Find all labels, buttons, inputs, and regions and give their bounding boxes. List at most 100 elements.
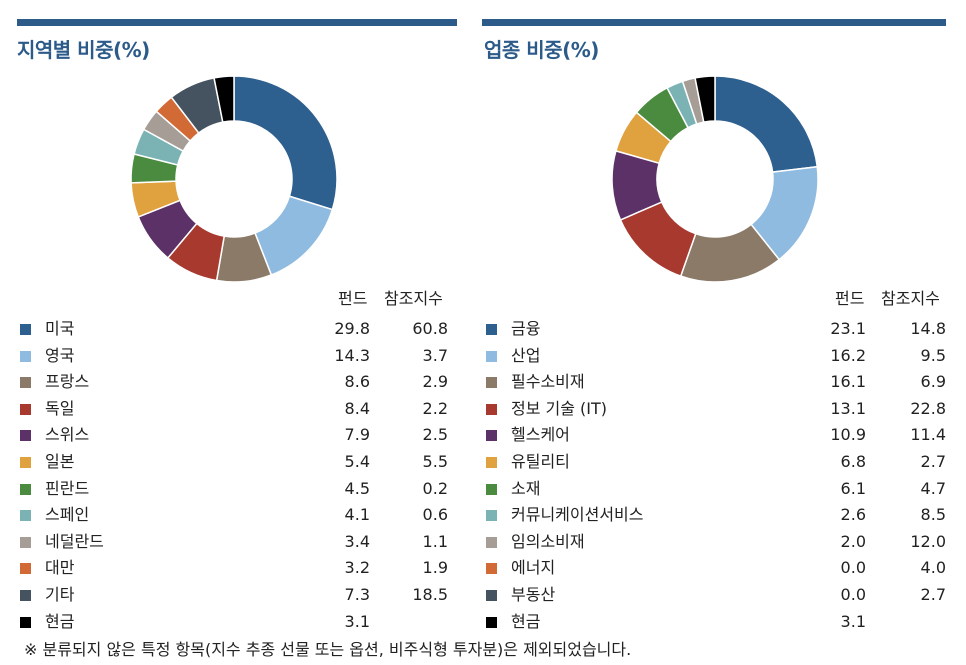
index-value: 22.8 (910, 398, 946, 418)
legend-row: 금융 23.1 14.8 (486, 319, 948, 346)
fund-value: 16.2 (830, 345, 866, 365)
index-value: 60.8 (412, 319, 448, 338)
legend-row: 필수소비재 16.1 6.9 (486, 372, 948, 399)
legend-swatch (20, 456, 31, 468)
legend-label: 기타 (45, 584, 75, 604)
legend-swatch (486, 403, 497, 415)
region-legend: 미국 29.8 60.8 영국 14.3 3.7 프랑스 8.6 2.9 독일 8.4 2.2 스위스 7… (20, 319, 460, 638)
legend-label: 에너지 (511, 558, 556, 578)
donut-slice (714, 75, 819, 173)
fund-value: 14.3 (334, 345, 370, 365)
fund-value: 10.9 (830, 425, 866, 445)
legend-row: 영국 14.3 3.7 (20, 346, 460, 373)
legend-row: 네덜란드 3.4 1.1 (20, 532, 460, 559)
sector-chart-title: 업종 비중(%) (484, 38, 599, 62)
legend-label: 영국 (45, 345, 75, 365)
fund-value: 7.3 (344, 584, 370, 604)
index-value: 0.2 (422, 478, 448, 498)
legend-swatch (20, 510, 31, 522)
footnote: ※ 분류되지 않은 특정 항목(지수 추종 선물 또는 옵션, 비주식형 투자분… (24, 640, 632, 659)
legend-label: 정보 기술 (IT) (511, 398, 608, 418)
sector-index-header: 참조지수 (881, 289, 940, 308)
legend-row: 스페인 4.1 0.6 (20, 505, 460, 532)
legend-row: 일본 5.4 5.5 (20, 452, 460, 479)
legend-label: 현금 (45, 611, 75, 631)
sector-legend: 금융 23.1 14.8 산업 16.2 9.5 필수소비재 16.1 6.9 정보 기술 (IT… (486, 319, 948, 638)
right-panel-top-bar (482, 19, 946, 26)
index-value: 2.2 (422, 398, 448, 418)
legend-swatch (486, 350, 497, 362)
legend-row: 커뮤니케이션서비스 2.6 8.5 (486, 505, 948, 532)
index-value: 1.9 (422, 558, 448, 578)
sector-donut-chart (611, 75, 819, 283)
donut-slice (694, 75, 716, 123)
legend-swatch (20, 324, 31, 335)
legend-row: 유틸리티 6.8 2.7 (486, 452, 948, 479)
legend-label: 필수소비재 (511, 372, 585, 392)
index-value: 2.7 (920, 584, 946, 604)
legend-swatch (486, 616, 497, 628)
legend-label: 유틸리티 (511, 451, 570, 471)
fund-value: 16.1 (830, 372, 866, 392)
legend-row: 독일 8.4 2.2 (20, 399, 460, 426)
legend-row: 미국 29.8 60.8 (20, 319, 460, 346)
legend-swatch (486, 536, 497, 548)
index-value: 18.5 (412, 584, 448, 604)
index-value: 2.9 (422, 372, 448, 392)
legend-row: 산업 16.2 9.5 (486, 346, 948, 373)
index-value: 9.5 (920, 345, 946, 365)
legend-row: 현금 3.1 (20, 612, 460, 639)
legend-row: 에너지 0.0 4.0 (486, 558, 948, 585)
donut-slice (233, 75, 338, 211)
index-value: 1.1 (422, 531, 448, 551)
region-index-header: 참조지수 (384, 289, 443, 308)
index-value: 11.4 (910, 425, 946, 445)
fund-value: 8.4 (344, 398, 370, 418)
legend-swatch (20, 563, 31, 575)
legend-swatch (486, 377, 497, 389)
legend-swatch (486, 456, 497, 468)
fund-value: 29.8 (334, 319, 370, 338)
legend-label: 현금 (511, 611, 541, 631)
index-value: 3.7 (422, 345, 448, 365)
legend-label: 소재 (511, 478, 541, 498)
legend-swatch (20, 377, 31, 389)
legend-row: 대만 3.2 1.9 (20, 558, 460, 585)
legend-label: 일본 (45, 451, 75, 471)
donut-slice (213, 75, 235, 123)
fund-value: 23.1 (830, 319, 866, 338)
fund-value: 3.2 (344, 558, 370, 578)
fund-value: 6.1 (840, 478, 866, 498)
legend-label: 네덜란드 (45, 531, 104, 551)
legend-label: 부동산 (511, 584, 556, 604)
legend-row: 소재 6.1 4.7 (486, 479, 948, 506)
fund-value: 8.6 (344, 372, 370, 392)
fund-value: 13.1 (830, 398, 866, 418)
legend-label: 프랑스 (45, 372, 90, 392)
legend-swatch (486, 510, 497, 522)
legend-label: 독일 (45, 398, 75, 418)
fund-value: 5.4 (344, 451, 370, 471)
legend-row: 프랑스 8.6 2.9 (20, 372, 460, 399)
legend-row: 기타 7.3 18.5 (20, 585, 460, 612)
fund-value: 7.9 (344, 425, 370, 445)
legend-swatch (486, 324, 497, 335)
index-value: 8.5 (920, 505, 946, 525)
legend-label: 미국 (45, 319, 75, 338)
legend-swatch (486, 589, 497, 601)
legend-label: 임의소비재 (511, 531, 585, 551)
fund-value: 2.0 (840, 531, 866, 551)
legend-row: 임의소비재 2.0 12.0 (486, 532, 948, 559)
region-chart-title: 지역별 비중(%) (17, 38, 150, 62)
fund-value: 2.6 (840, 505, 866, 525)
legend-swatch (20, 350, 31, 362)
fund-value: 0.0 (840, 558, 866, 578)
fund-value: 3.1 (840, 611, 866, 631)
legend-swatch (20, 536, 31, 548)
legend-swatch (20, 430, 31, 442)
index-value: 0.6 (422, 505, 448, 525)
index-value: 5.5 (422, 451, 448, 471)
legend-swatch (486, 563, 497, 575)
left-panel-top-bar (17, 19, 457, 26)
index-value: 2.5 (422, 425, 448, 445)
